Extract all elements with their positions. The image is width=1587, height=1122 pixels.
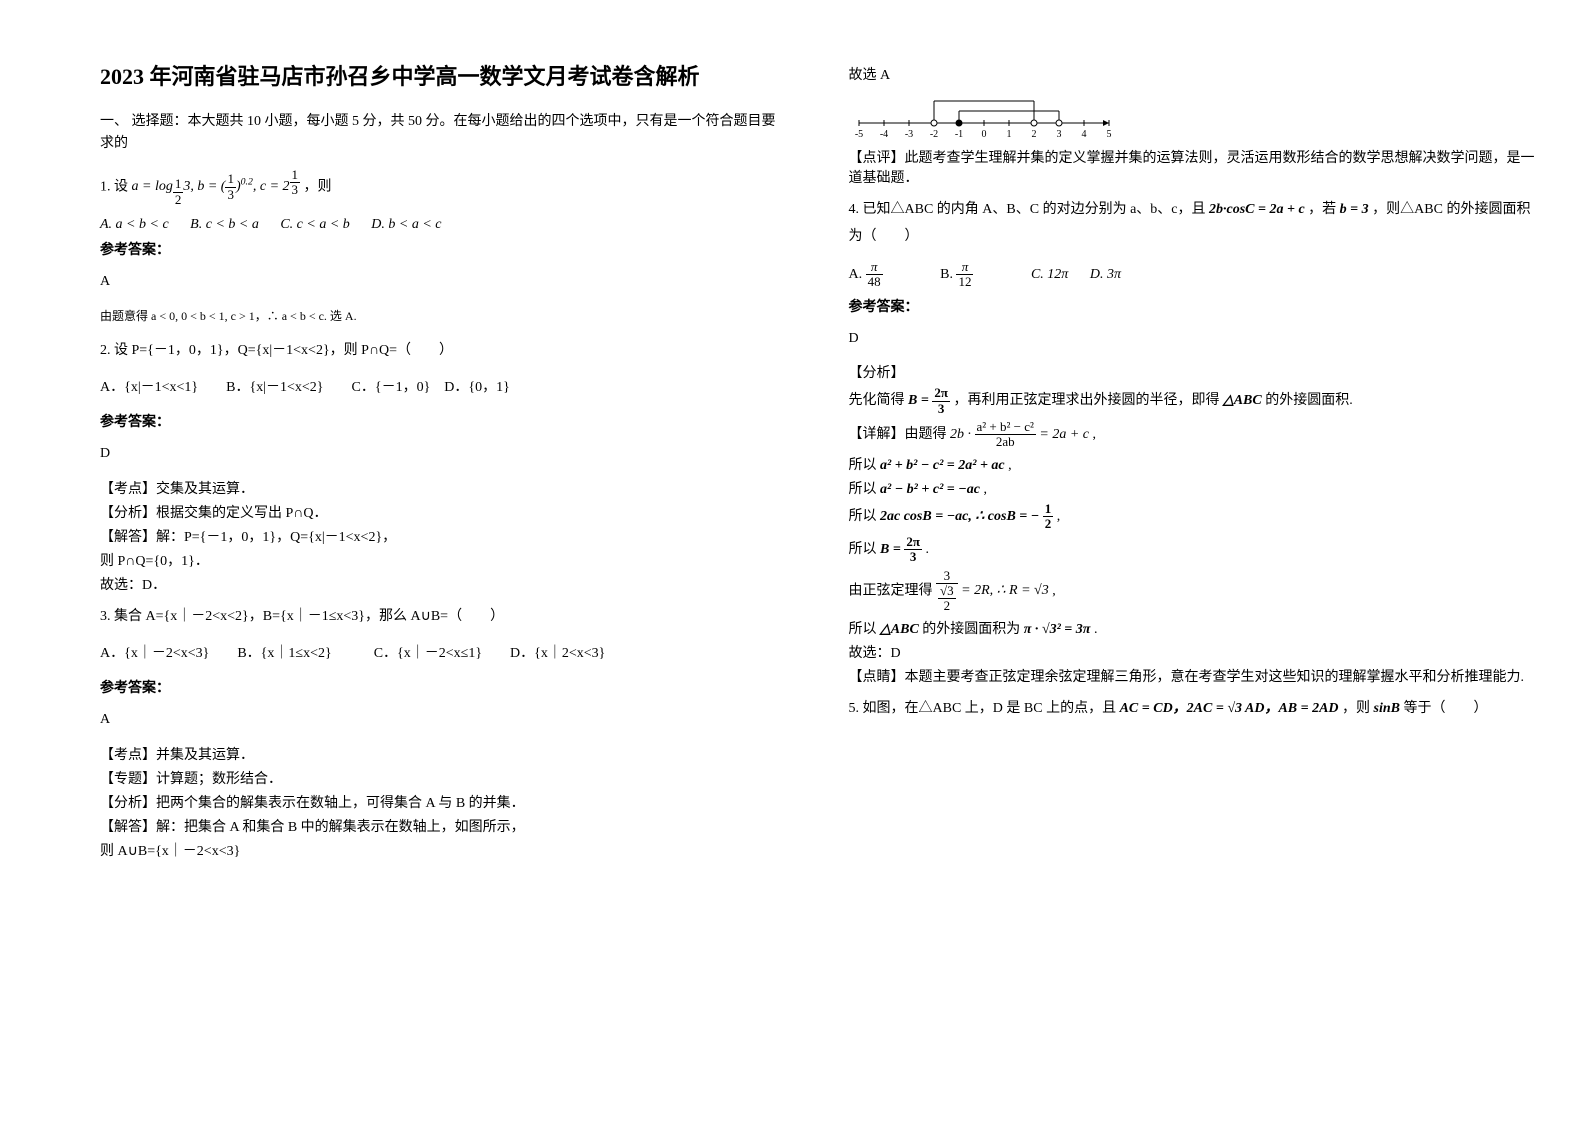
q4-l2-d: 的外接圆面积. <box>1265 393 1353 408</box>
page: 2023 年河南省驻马店市孙召乡中学高一数学文月考试卷含解析 一、 选择题：本大… <box>0 0 1587 1122</box>
q4-d: b = 3 <box>1340 202 1369 217</box>
q4-l9-a: 所以 <box>849 622 881 637</box>
r-line-2: 【点评】此题考查学生理解并集的定义掌握并集的运算法则，灵活运用数形结合的数学思想… <box>849 147 1538 187</box>
q4-l9-c: 的外接圆面积为 <box>922 622 1024 637</box>
q3-tag-5: 则 A∪B={x｜－2<x<3} <box>100 840 789 860</box>
q5-a: 5. 如图，在△ABC 上，D 是 BC 上的点，且 <box>849 701 1120 716</box>
page-title: 2023 年河南省驻马店市孙召乡中学高一数学文月考试卷含解析 <box>100 60 789 93</box>
q4-opt-b: B. π12 <box>940 260 1009 290</box>
q4-c: ，若 <box>1308 202 1340 217</box>
q2-answer: D <box>100 441 789 468</box>
q4-l2-a: 先化简得 <box>849 393 909 408</box>
q4-l2-b: ，再利用正弦定理求出外接圆的半径，即得 <box>953 393 1223 408</box>
answer-label: 参考答案： <box>849 296 1538 316</box>
q5-d: sinB <box>1374 701 1400 716</box>
q4-l7-f: B = 2π3 <box>880 542 922 557</box>
q4-l8-f: 3√32 = 2R, ∴ R = √3 <box>936 583 1052 598</box>
q1-formula: a = log123, b = (13)0.2, c = 213 <box>132 179 304 194</box>
left-column: 2023 年河南省驻马店市孙召乡中学高一数学文月考试卷含解析 一、 选择题：本大… <box>100 60 819 1092</box>
q5-c: ，则 <box>1342 701 1374 716</box>
q4-a: 4. 已知△ABC 的内角 A、B、C 的对边分别为 a、b、c，且 <box>849 202 1210 217</box>
q4-l7-a: 所以 <box>849 542 881 557</box>
q5-b: AC = CD，2AC = √3 AD，AB = 2AD <box>1120 701 1339 716</box>
q4-l8-a: 由正弦定理得 <box>849 583 937 598</box>
svg-text:0: 0 <box>981 129 986 140</box>
q1-answer: A <box>100 269 789 296</box>
q2-tag-1: 【考点】交集及其运算． <box>100 478 789 498</box>
q4-line-2: 先化简得 B = 2π3 ，再利用正弦定理求出外接圆的半径，即得 △ABC 的外… <box>849 386 1538 416</box>
q3-tag-1: 【考点】并集及其运算． <box>100 744 789 764</box>
question-5: 5. 如图，在△ABC 上，D 是 BC 上的点，且 AC = CD，2AC =… <box>849 696 1538 723</box>
q3-options: A．{x｜－2<x<3} B．{x｜1≤x<2} C．{x｜－2<x≤1} D．… <box>100 641 789 668</box>
svg-text:4: 4 <box>1081 129 1086 140</box>
q1-opt-a: A. a < b < c <box>100 217 169 233</box>
q2-options: A．{x|－1<x<1} B．{x|－1<x<2} C．{－1，0} D．{0，… <box>100 375 789 402</box>
q1-opt-c: C. c < a < b <box>280 217 349 233</box>
svg-text:-1: -1 <box>954 129 962 140</box>
question-2: 2. 设 P={－1，0，1}，Q={x|－1<x<2}，则 P∩Q=（ ） <box>100 338 789 365</box>
svg-text:5: 5 <box>1106 129 1111 140</box>
svg-text:2: 2 <box>1031 129 1036 140</box>
q1-tail: ，则 <box>304 179 332 194</box>
q4-options: A. π48 B. π12 C. 12π D. 3π <box>849 260 1538 290</box>
svg-text:-5: -5 <box>854 129 862 140</box>
q4-opt-d: D. 3π <box>1090 267 1121 283</box>
answer-label: 参考答案： <box>100 239 789 259</box>
q4-answer: D <box>849 326 1538 353</box>
q1-options: A. a < b < c B. c < b < a C. c < a < b D… <box>100 217 789 233</box>
q4-l3-a: 【详解】由题得 <box>849 427 951 442</box>
q2-tag-4: 则 P∩Q={0，1}． <box>100 550 789 570</box>
q4-l4-a: 所以 <box>849 458 881 473</box>
q4-line-4: 所以 a² + b² − c² = 2a² + ac , <box>849 454 1538 474</box>
q3-answer: A <box>100 707 789 734</box>
question-1: 1. 设 a = log123, b = (13)0.2, c = 213 ，则 <box>100 168 789 207</box>
q4-l3-f: 2b · a² + b² − c²2ab = 2a + c <box>950 427 1089 442</box>
right-column: 故选 A -5 -4 -3 -2 -1 0 1 2 3 4 5 【点评】此题考查学生理解并集的定义掌… <box>819 60 1538 1092</box>
svg-text:-3: -3 <box>904 129 912 140</box>
q4-l9-b: △ABC <box>880 622 919 637</box>
r-line-1: 故选 A <box>849 64 1538 84</box>
svg-text:1: 1 <box>1006 129 1011 140</box>
q4-line-9: 所以 △ABC 的外接圆面积为 π · √3² = 3π . <box>849 618 1538 638</box>
q4-line-11: 【点睛】本题主要考查正弦定理余弦定理解三角形，意在考查学生对这些知识的理解掌握水… <box>849 666 1538 686</box>
q4-l5-a: 所以 <box>849 482 881 497</box>
svg-text:3: 3 <box>1056 129 1061 140</box>
answer-label: 参考答案： <box>100 677 789 697</box>
q4-b: 2b·cosC = 2a + c <box>1209 202 1305 217</box>
q1-opt-b: B. c < b < a <box>190 217 259 233</box>
q4-line-8: 由正弦定理得 3√32 = 2R, ∴ R = √3 , <box>849 569 1538 614</box>
q5-e: 等于（ ） <box>1404 701 1488 716</box>
q1-opt-d: D. b < a < c <box>371 217 441 233</box>
q4-l2-f: B = 2π3 <box>908 393 950 408</box>
q1-prefix: 1. 设 <box>100 179 128 194</box>
q4-l5-b: a² − b² + c² = −ac <box>880 482 980 497</box>
q3-tag-2: 【专题】计算题；数形结合． <box>100 768 789 788</box>
q4-opt-c: C. 12π <box>1031 267 1068 283</box>
number-line-figure: -5 -4 -3 -2 -1 0 1 2 3 4 5 <box>849 88 1119 143</box>
q2-tag-5: 故选：D． <box>100 574 789 594</box>
q2-tag-2: 【分析】根据交集的定义写出 P∩Q． <box>100 502 789 522</box>
q3-tag-4: 【解答】解：把集合 A 和集合 B 中的解集表示在数轴上，如图所示， <box>100 816 789 836</box>
q1-explain: 由题意得 a < 0, 0 < b < 1, c > 1，∴ a < b < c… <box>100 305 789 328</box>
question-4: 4. 已知△ABC 的内角 A、B、C 的对边分别为 a、b、c，且 2b·co… <box>849 197 1538 250</box>
q4-line-5: 所以 a² − b² + c² = −ac , <box>849 478 1538 498</box>
q3-tag-3: 【分析】把两个集合的解集表示在数轴上，可得集合 A 与 B 的并集． <box>100 792 789 812</box>
q4-l6-a: 所以 <box>849 509 881 524</box>
q4-line-3: 【详解】由题得 2b · a² + b² − c²2ab = 2a + c , <box>849 420 1538 450</box>
q4-l6-f: 2ac cosB = −ac, ∴ cosB = − 12 <box>880 509 1053 524</box>
svg-text:-2: -2 <box>929 129 937 140</box>
q4-l4-b: a² + b² − c² = 2a² + ac <box>880 458 1005 473</box>
q4-l9-f: π · √3² = 3π <box>1024 622 1091 637</box>
q4-tag-1: 【分析】 <box>849 362 1538 382</box>
answer-label: 参考答案： <box>100 411 789 431</box>
q4-line-7: 所以 B = 2π3 . <box>849 535 1538 565</box>
q4-opt-a: A. π48 <box>849 260 919 290</box>
q4-l2-c: △ABC <box>1223 393 1262 408</box>
q4-line-6: 所以 2ac cosB = −ac, ∴ cosB = − 12 , <box>849 502 1538 532</box>
question-3: 3. 集合 A={x｜－2<x<2}，B={x｜－1≤x<3}，那么 A∪B=（… <box>100 604 789 631</box>
section-heading: 一、 选择题：本大题共 10 小题，每小题 5 分，共 50 分。在每小题给出的… <box>100 111 789 156</box>
svg-text:-4: -4 <box>879 129 887 140</box>
q2-tag-3: 【解答】解：P={－1，0，1}，Q={x|－1<x<2}， <box>100 526 789 546</box>
q4-line-10: 故选：D <box>849 642 1538 662</box>
